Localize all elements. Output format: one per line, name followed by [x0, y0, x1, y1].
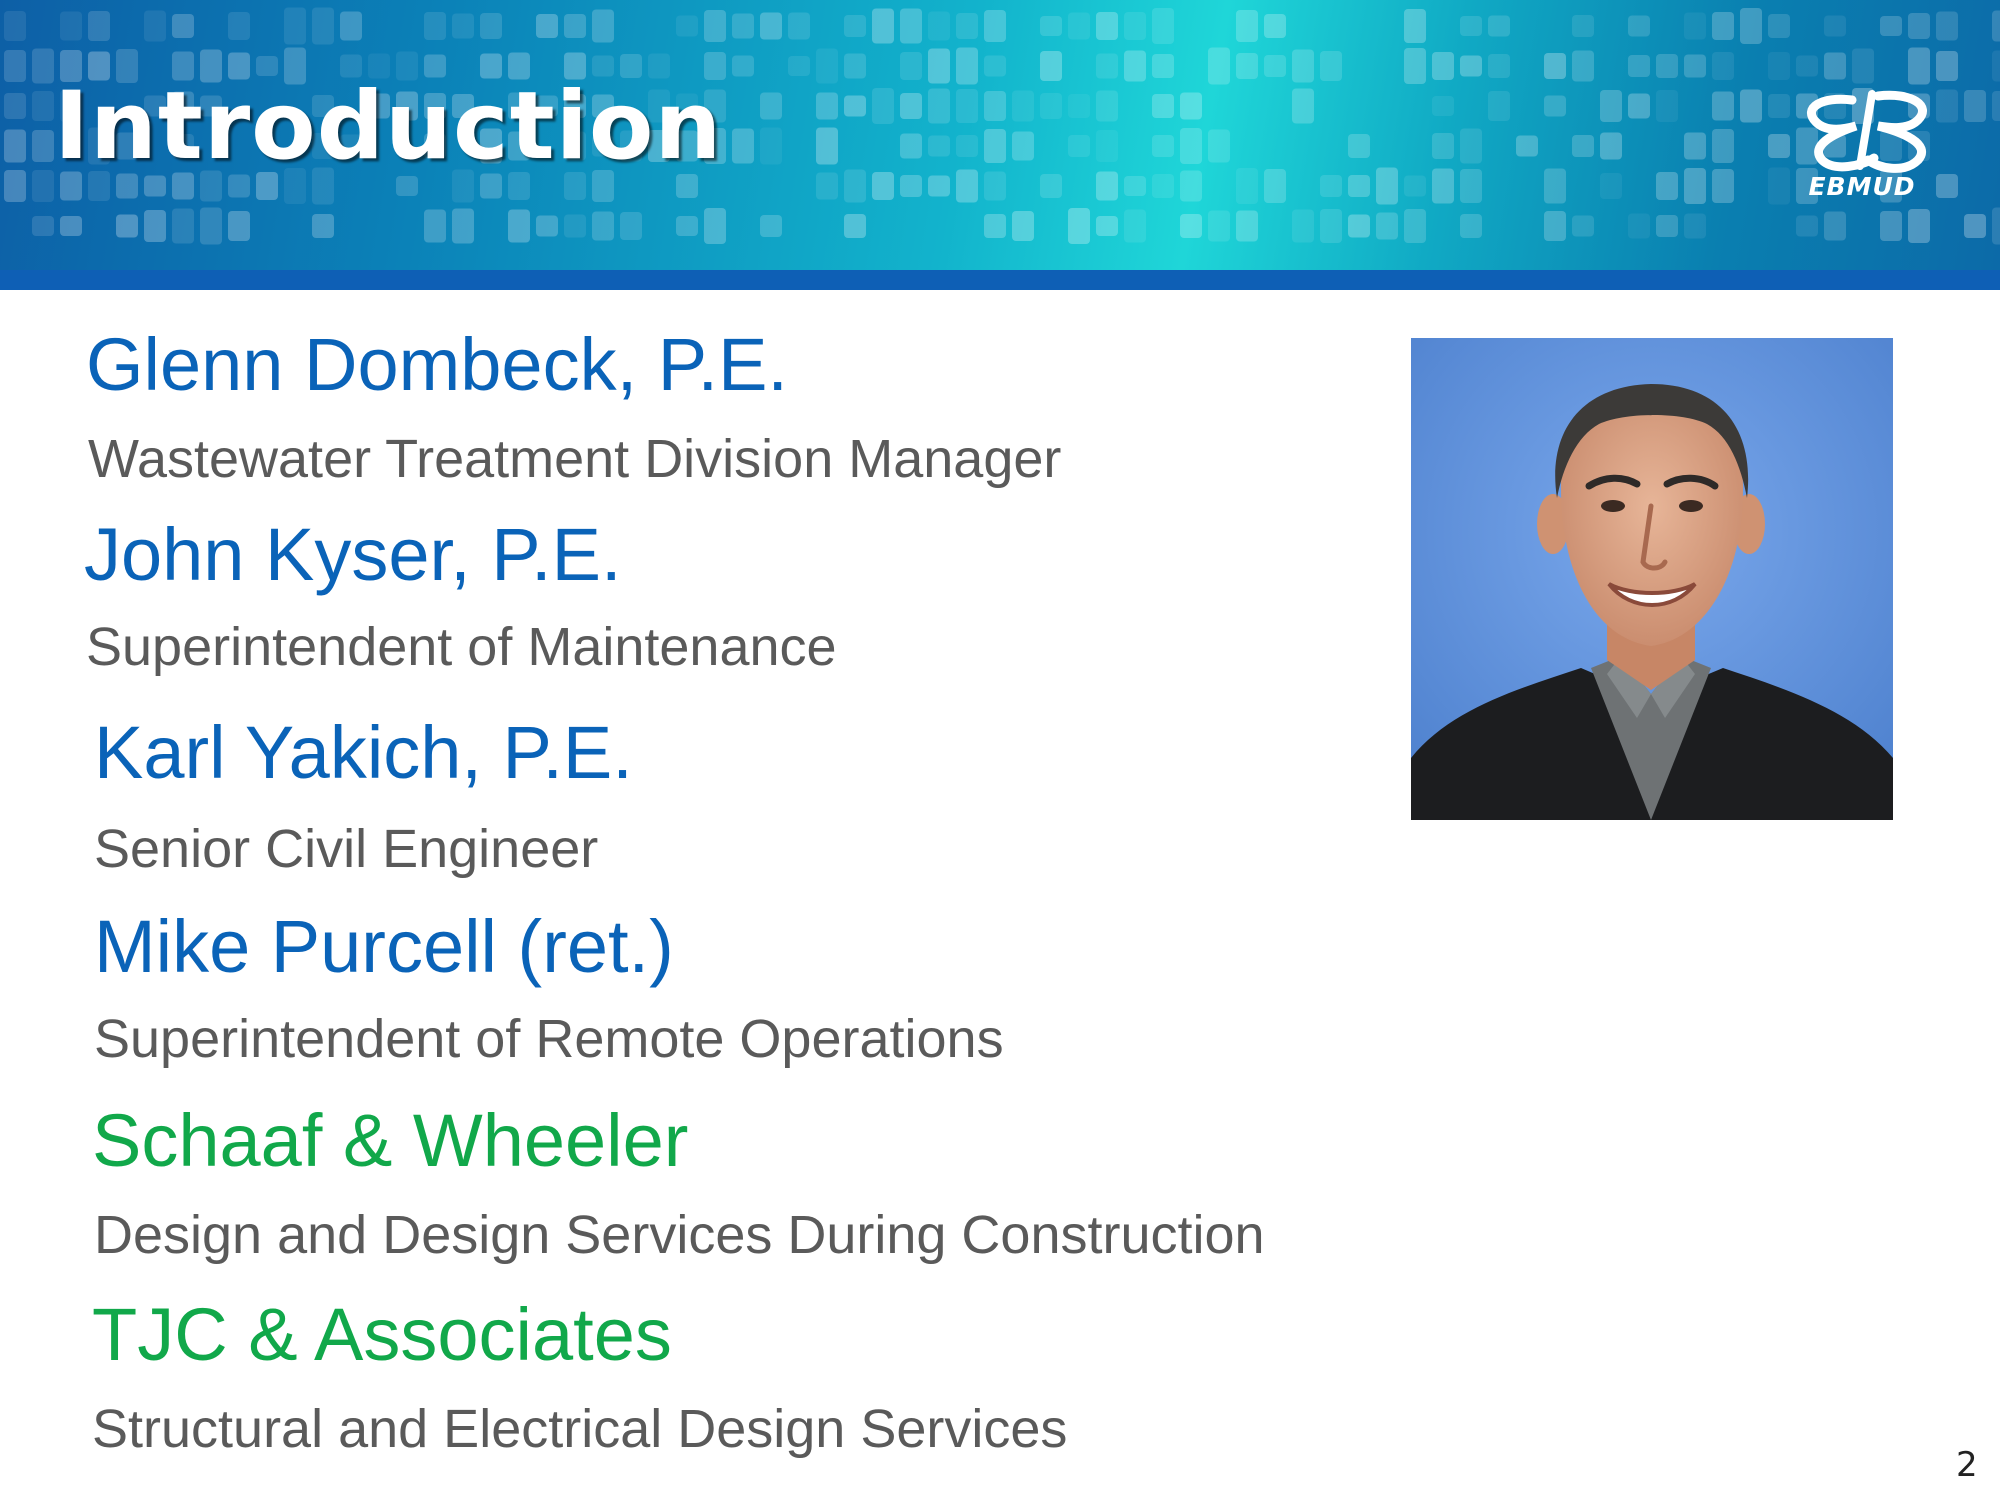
header-banner: Introduction EBMUD: [0, 0, 2000, 270]
portrait-photo: [1411, 338, 1893, 820]
person-role: Superintendent of Maintenance: [86, 617, 837, 677]
firm-role: Design and Design Services During Constr…: [94, 1205, 1265, 1265]
person-name: Glenn Dombeck, P.E.: [86, 323, 788, 406]
ebmud-logo-text: EBMUD: [1808, 172, 1916, 201]
firm-role: Structural and Electrical Design Service…: [92, 1399, 1068, 1459]
ebmud-logo-icon: [1807, 90, 1927, 173]
firm-name: TJC & Associates: [92, 1293, 672, 1376]
slide-title: Introduction: [54, 72, 723, 181]
person-role: Superintendent of Remote Operations: [94, 1009, 1004, 1069]
firm-name: Schaaf & Wheeler: [92, 1099, 689, 1182]
banner-stripe: [0, 270, 2000, 290]
banner-tile-pattern: [4, 7, 2000, 245]
portrait-illustration: [1411, 338, 1893, 820]
person-name: Karl Yakich, P.E.: [94, 711, 633, 794]
person-name: Mike Purcell (ret.): [94, 905, 674, 988]
person-name: John Kyser, P.E.: [84, 513, 622, 596]
person-role: Senior Civil Engineer: [94, 819, 599, 879]
person-role: Wastewater Treatment Division Manager: [88, 429, 1062, 489]
page-number: 2: [1956, 1445, 1978, 1485]
